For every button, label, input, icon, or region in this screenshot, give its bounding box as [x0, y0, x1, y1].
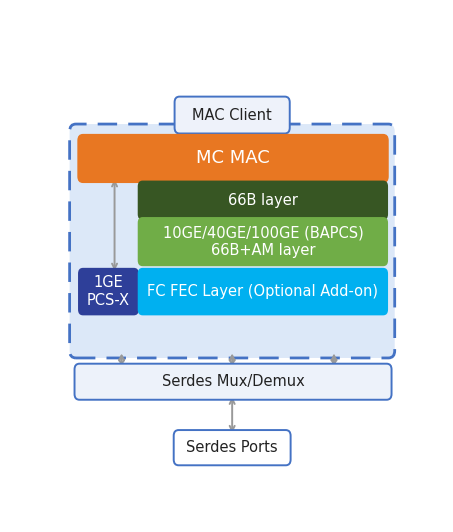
Text: Serdes Mux/Demux: Serdes Mux/Demux — [162, 374, 304, 389]
FancyBboxPatch shape — [75, 364, 391, 400]
Text: 1GE
PCS-X: 1GE PCS-X — [87, 276, 130, 308]
FancyBboxPatch shape — [138, 180, 388, 220]
FancyBboxPatch shape — [138, 217, 388, 266]
FancyBboxPatch shape — [70, 124, 395, 358]
Text: FC FEC Layer (Optional Add-on): FC FEC Layer (Optional Add-on) — [147, 284, 378, 299]
Text: MAC Client: MAC Client — [192, 107, 272, 122]
Text: 10GE/40GE/100GE (BAPCS)
66B+AM layer: 10GE/40GE/100GE (BAPCS) 66B+AM layer — [163, 226, 363, 258]
FancyBboxPatch shape — [173, 430, 291, 466]
FancyBboxPatch shape — [138, 268, 388, 315]
FancyBboxPatch shape — [77, 134, 389, 183]
Text: MC MAC: MC MAC — [196, 149, 270, 168]
FancyBboxPatch shape — [78, 268, 139, 315]
FancyBboxPatch shape — [174, 97, 290, 134]
Text: Serdes Ports: Serdes Ports — [186, 440, 278, 455]
Text: 66B layer: 66B layer — [228, 193, 298, 208]
